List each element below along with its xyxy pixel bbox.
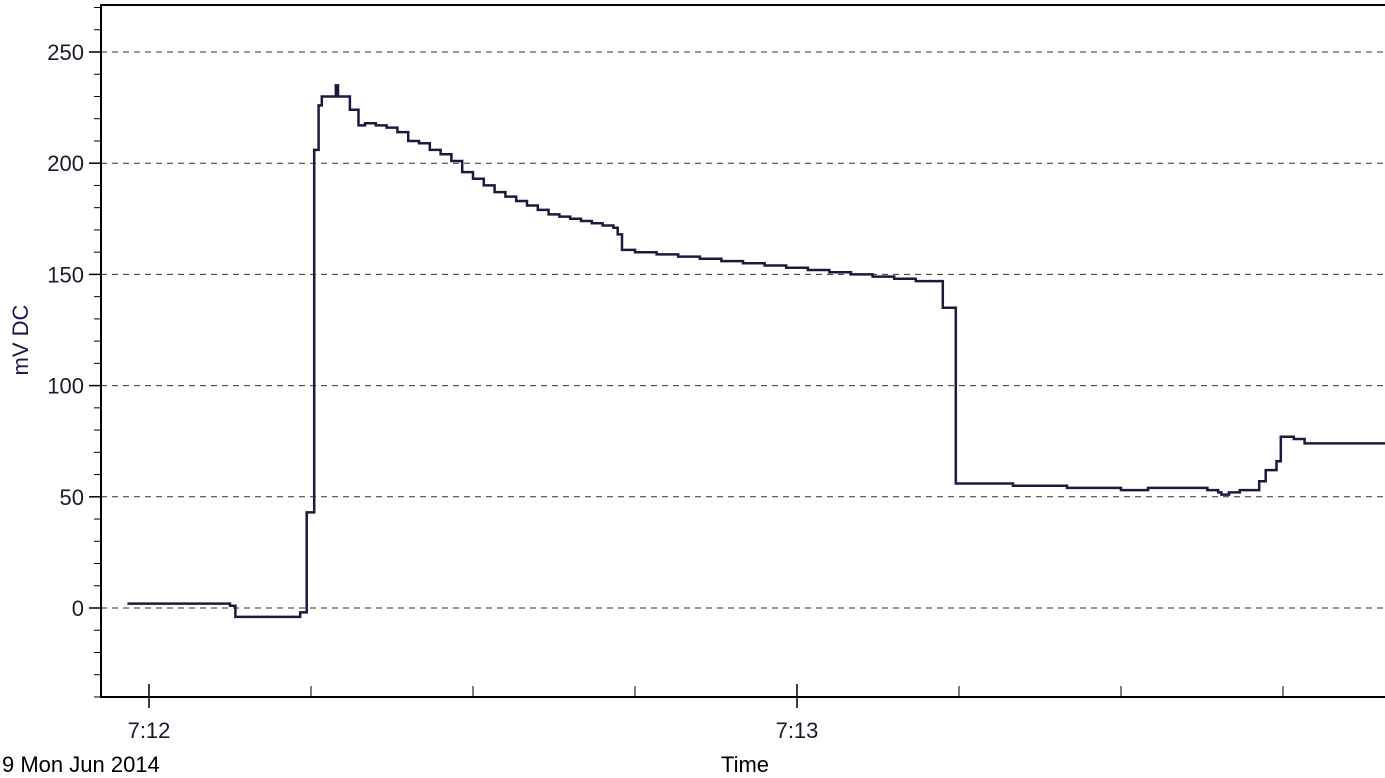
y-axis-ticks: 0 50 100 150 200 250 (47, 7, 101, 698)
date-label: 9 Mon Jun 2014 (2, 752, 160, 777)
y-axis-title: mV DC (8, 304, 33, 375)
y-tick-label: 200 (47, 151, 84, 176)
x-tick-label: 7:13 (776, 718, 819, 743)
gridlines (101, 51, 1385, 609)
y-tick-label: 100 (47, 374, 84, 399)
x-axis-labels: 7:12 7:13 (128, 718, 819, 743)
y-tick-label: 0 (72, 596, 84, 621)
series-line (127, 84, 1385, 619)
y-tick-label: 150 (47, 262, 84, 287)
x-axis-title: Time (721, 752, 769, 777)
x-tick-label: 7:12 (128, 718, 171, 743)
y-tick-label: 250 (47, 40, 84, 65)
y-tick-label: 50 (60, 485, 84, 510)
